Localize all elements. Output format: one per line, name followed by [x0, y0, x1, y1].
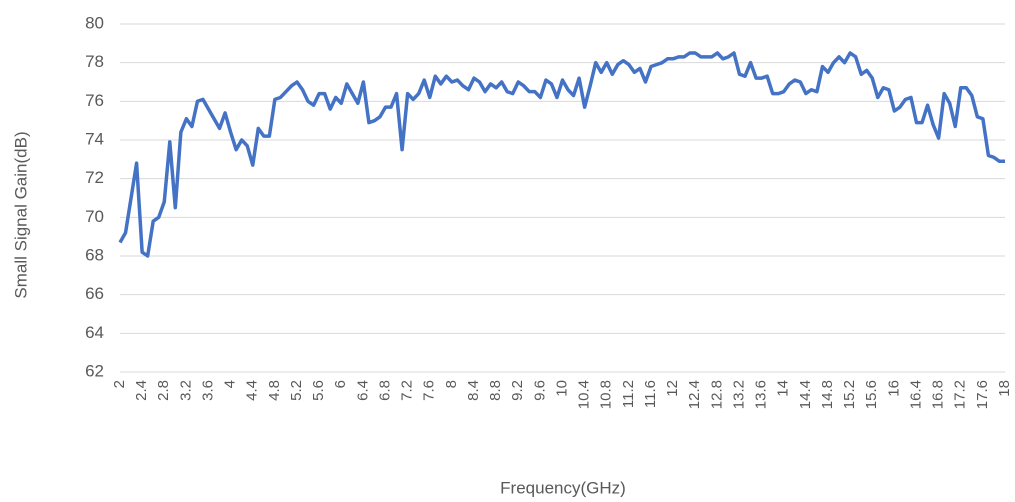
y-tick-label: 76	[85, 91, 104, 110]
x-tick-label: 6	[332, 380, 349, 388]
x-tick-label: 2.4	[133, 380, 150, 401]
x-tick-label: 15.2	[841, 380, 858, 409]
y-tick-label: 80	[85, 13, 104, 32]
x-tick-label: 10	[553, 380, 570, 397]
x-tick-label: 3.6	[199, 380, 216, 401]
y-tick-label: 72	[85, 168, 104, 187]
x-tick-label: 18	[996, 380, 1013, 397]
x-tick-label: 14.8	[819, 380, 836, 409]
y-tick-label: 64	[85, 323, 104, 342]
x-tick-label: 17.6	[974, 380, 991, 409]
x-tick-label: 9.6	[531, 380, 548, 401]
x-tick-label: 8.4	[465, 380, 482, 401]
x-axis-label: Frequency(GHz)	[500, 478, 626, 497]
x-tick-label: 13.6	[753, 380, 770, 409]
y-tick-label: 74	[85, 129, 104, 148]
x-tick-label: 8	[443, 380, 460, 388]
x-tick-label: 2.8	[155, 380, 172, 401]
x-tick-label: 6.4	[354, 380, 371, 401]
x-tick-label: 11.2	[620, 380, 637, 408]
y-tick-label: 66	[85, 284, 104, 303]
x-tick-label: 16.8	[930, 380, 947, 409]
data-line	[118, 51, 1005, 258]
x-tick-label: 10.4	[576, 380, 593, 409]
x-tick-label: 12.4	[686, 380, 703, 409]
x-tick-label: 10.8	[598, 380, 615, 409]
x-tick-label: 15.6	[863, 380, 880, 409]
x-tick-label: 5.6	[310, 380, 327, 401]
x-tick-label: 7.2	[399, 380, 416, 401]
y-tick-label: 68	[85, 245, 104, 264]
x-tick-label: 16.4	[907, 380, 924, 409]
y-tick-label: 78	[85, 52, 104, 71]
y-axis-label: Small Signal Gain(dB)	[11, 131, 30, 298]
x-tick-label: 13.2	[730, 380, 747, 409]
x-tick-label: 12	[664, 380, 681, 397]
x-tick-label: 5.2	[288, 380, 305, 401]
x-tick-label: 16	[885, 380, 902, 397]
x-tick-label: 17.2	[952, 380, 969, 409]
x-tick-label: 6.8	[376, 380, 393, 401]
x-tick-label: 4.8	[266, 380, 283, 401]
x-tick-label: 2	[111, 380, 128, 388]
x-tick-label: 14	[775, 380, 792, 397]
x-tick-label: 7.6	[421, 380, 438, 401]
x-tick-label: 9.2	[509, 380, 526, 401]
x-tick-label: 3.2	[177, 380, 194, 401]
x-tick-label: 4	[222, 380, 239, 388]
y-tick-label: 62	[85, 361, 104, 380]
x-tick-label: 14.4	[797, 380, 814, 409]
x-tick-label: 4.4	[244, 380, 261, 401]
y-tick-label: 70	[85, 207, 104, 226]
x-tick-label: 8.8	[487, 380, 504, 401]
x-tick-label: 12.8	[708, 380, 725, 409]
x-tick-label: 11.6	[642, 380, 659, 408]
